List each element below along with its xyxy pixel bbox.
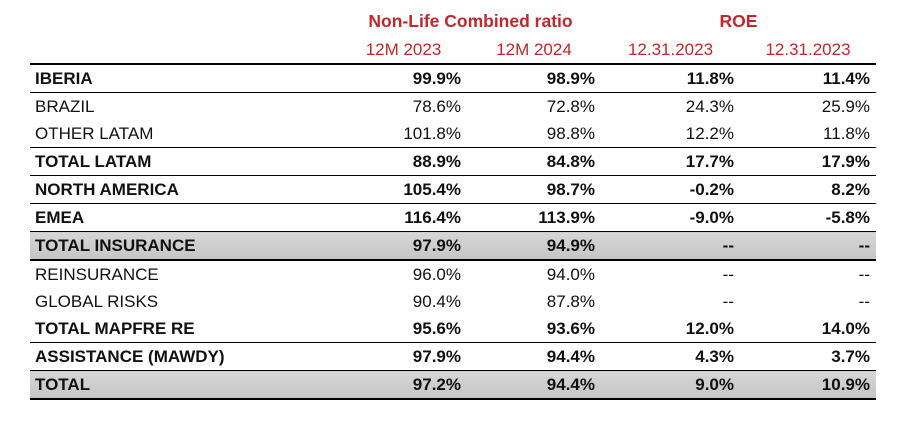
- sub-header-12m-2024: 12M 2024: [496, 40, 572, 59]
- corner-cell: [30, 6, 340, 36]
- value-cell: 95.6%: [412, 319, 461, 338]
- column-group-row: Non-Life Combined ratio ROE: [30, 6, 876, 36]
- value-cell: 94.9%: [467, 231, 601, 260]
- value-cell: 72.8%: [546, 97, 595, 116]
- value-cell: 88.9%: [412, 152, 461, 171]
- table-row: REINSURANCE 96.0% 94.0% -- --: [30, 260, 876, 288]
- value-cell: 99.9%: [412, 69, 461, 88]
- row-label-cell: REINSURANCE: [35, 265, 159, 284]
- row-label-cell: TOTAL: [30, 370, 340, 399]
- table-row: TOTAL INSURANCE 97.9% 94.9% -- --: [30, 231, 876, 260]
- table-row: BRAZIL 78.6% 72.8% 24.3% 25.9%: [30, 93, 876, 121]
- value-cell: 4.3%: [695, 347, 734, 366]
- table-row: GLOBAL RISKS 90.4% 87.8% -- --: [30, 288, 876, 315]
- value-cell: 8.2%: [831, 180, 870, 199]
- row-label-cell: TOTAL MAPFRE RE: [35, 319, 195, 338]
- value-cell: --: [601, 231, 740, 260]
- sub-header-12m-2023: 12M 2023: [365, 40, 442, 59]
- row-label-cell: IBERIA: [35, 69, 93, 88]
- value-cell: 9.0%: [601, 370, 740, 399]
- value-cell: 84.8%: [546, 152, 595, 171]
- value-cell: --: [858, 265, 870, 284]
- table-header: Non-Life Combined ratio ROE 12M 2023 12M…: [30, 6, 876, 64]
- value-cell: 113.9%: [538, 208, 595, 227]
- value-cell: 17.9%: [821, 152, 870, 171]
- value-cell: 11.8%: [686, 69, 734, 88]
- value-cell: 97.2%: [340, 370, 467, 399]
- table-row: TOTAL LATAM 88.9% 84.8% 17.7% 17.9%: [30, 148, 876, 176]
- value-cell: 12.2%: [685, 124, 734, 143]
- table-row: TOTAL MAPFRE RE 95.6% 93.6% 12.0% 14.0%: [30, 315, 876, 343]
- value-cell: 94.4%: [467, 370, 601, 399]
- value-cell: 97.9%: [340, 231, 467, 260]
- results-table: Non-Life Combined ratio ROE 12M 2023 12M…: [30, 6, 876, 400]
- value-cell: 14.0%: [821, 319, 870, 338]
- table-row: OTHER LATAM 101.8% 98.8% 12.2% 11.8%: [30, 120, 876, 148]
- value-cell: 90.4%: [412, 292, 461, 311]
- row-label-cell: OTHER LATAM: [35, 124, 154, 143]
- value-cell: 94.0%: [546, 265, 595, 284]
- row-label-cell: BRAZIL: [35, 97, 95, 116]
- row-label-cell: GLOBAL RISKS: [35, 292, 159, 311]
- table-row: EMEA 116.4% 113.9% -9.0% -5.8%: [30, 204, 876, 232]
- value-cell: 24.3%: [685, 97, 734, 116]
- value-cell: 98.8%: [546, 124, 595, 143]
- value-cell: 87.8%: [546, 292, 595, 311]
- value-cell: 94.4%: [546, 347, 595, 366]
- table-row: TOTAL 97.2% 94.4% 9.0% 10.9%: [30, 370, 876, 399]
- value-cell: 78.6%: [412, 97, 461, 116]
- value-cell: 93.6%: [546, 319, 595, 338]
- value-cell: --: [740, 231, 876, 260]
- value-cell: 17.7%: [685, 152, 734, 171]
- value-cell: 96.0%: [412, 265, 461, 284]
- value-cell: 11.8%: [823, 124, 870, 143]
- value-cell: -9.0%: [689, 208, 734, 227]
- row-label-cell: TOTAL INSURANCE: [30, 231, 340, 260]
- value-cell: 98.7%: [546, 180, 595, 199]
- column-group-header-nonlife-combined-ratio: Non-Life Combined ratio: [368, 11, 573, 31]
- value-cell: 97.9%: [412, 347, 461, 366]
- row-label-cell: NORTH AMERICA: [35, 180, 179, 199]
- value-cell: -5.8%: [825, 208, 870, 227]
- table-row: NORTH AMERICA 105.4% 98.7% -0.2% 8.2%: [30, 176, 876, 204]
- corner-cell: [30, 36, 340, 64]
- row-label-cell: EMEA: [35, 208, 85, 227]
- sub-header-roe-2023-a: 12.31.2023: [627, 40, 714, 59]
- value-cell: --: [858, 292, 870, 311]
- value-cell: 12.0%: [685, 319, 734, 338]
- value-cell: 11.4%: [822, 69, 870, 88]
- value-cell: 105.4%: [403, 180, 461, 199]
- value-cell: 101.8%: [403, 124, 461, 143]
- value-cell: 98.9%: [546, 69, 595, 88]
- value-cell: --: [722, 265, 734, 284]
- value-cell: 25.9%: [821, 97, 870, 116]
- column-group-header-roe: ROE: [719, 11, 758, 31]
- table-row: IBERIA 99.9% 98.9% 11.8% 11.4%: [30, 64, 876, 93]
- table-row: ASSISTANCE (MAWDY) 97.9% 94.4% 4.3% 3.7%: [30, 343, 876, 371]
- value-cell: 3.7%: [831, 347, 870, 366]
- row-label-cell: TOTAL LATAM: [35, 152, 152, 171]
- value-cell: --: [722, 292, 734, 311]
- sub-header-roe-2023-b: 12.31.2023: [765, 40, 851, 59]
- value-cell: 10.9%: [740, 370, 876, 399]
- value-cell: 116.4%: [404, 208, 461, 227]
- sub-header-row: 12M 2023 12M 2024 12.31.2023 12.31.2023: [30, 36, 876, 64]
- value-cell: -0.2%: [689, 180, 734, 199]
- table-body: IBERIA 99.9% 98.9% 11.8% 11.4% BRAZIL 78.6% 72.…: [30, 64, 876, 399]
- row-label-cell: ASSISTANCE (MAWDY): [35, 347, 225, 366]
